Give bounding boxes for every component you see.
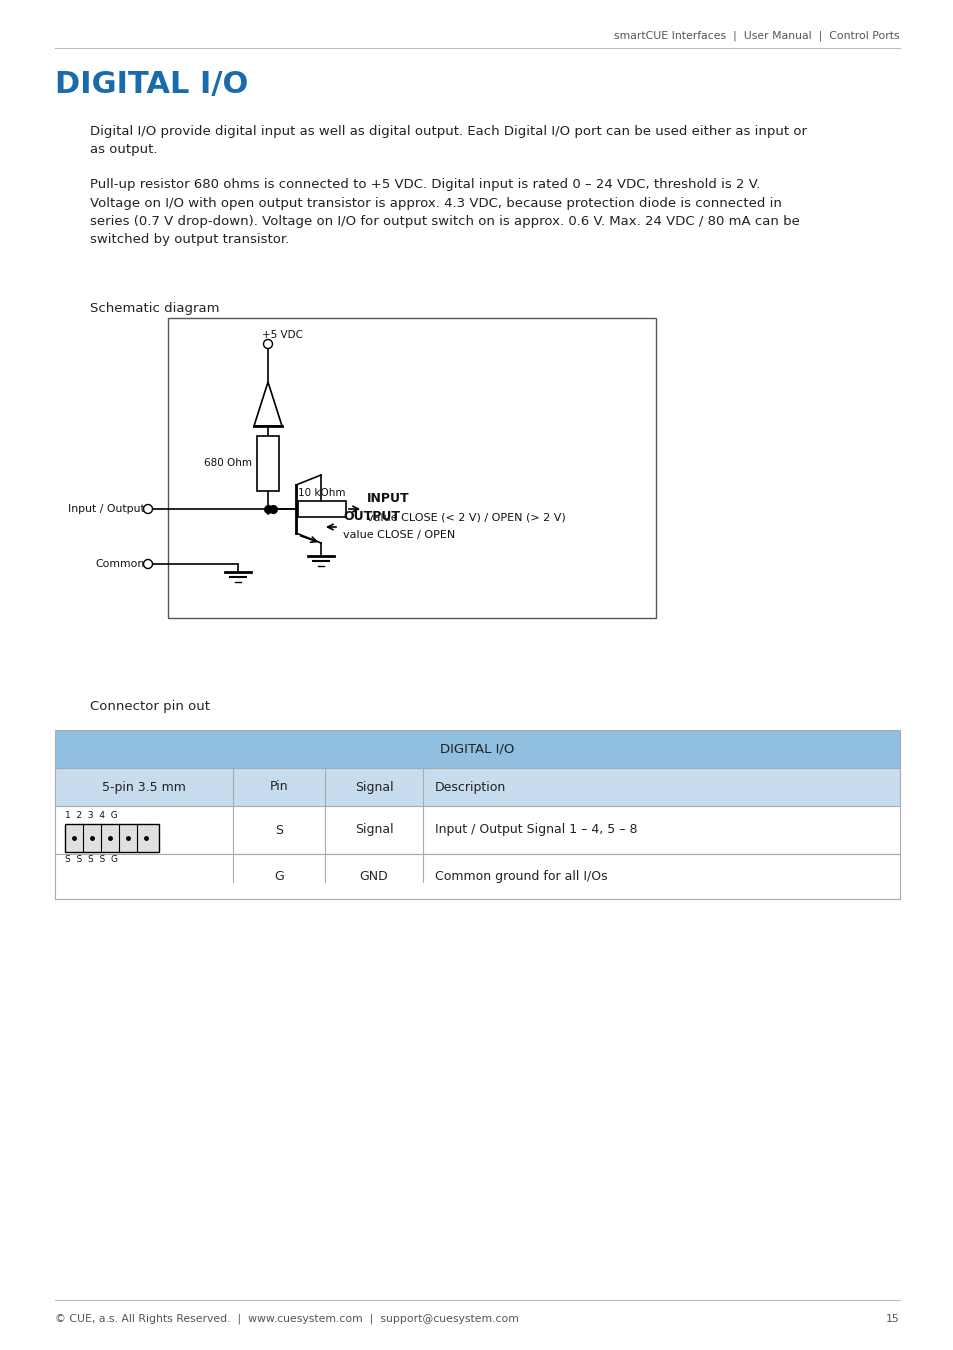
Bar <box>256 436 278 491</box>
Bar <box>55 730 899 768</box>
Text: INPUT: INPUT <box>367 491 409 505</box>
Text: S: S <box>274 824 283 837</box>
Text: DIGITAL I/O: DIGITAL I/O <box>55 70 248 100</box>
Bar <box>55 768 899 806</box>
Text: GND: GND <box>359 869 388 883</box>
Bar <box>55 855 899 899</box>
Text: DIGITAL I/O: DIGITAL I/O <box>440 743 515 756</box>
Text: Signal: Signal <box>355 824 393 837</box>
Text: 5-pin 3.5 mm: 5-pin 3.5 mm <box>102 780 186 794</box>
Text: smartCUE Interfaces  |  User Manual  |  Control Ports: smartCUE Interfaces | User Manual | Cont… <box>614 31 899 42</box>
Text: Input / Output Signal 1 – 4, 5 – 8: Input / Output Signal 1 – 4, 5 – 8 <box>435 824 637 837</box>
Bar <box>55 806 899 855</box>
Text: G: G <box>274 869 284 883</box>
Text: OUTPUT: OUTPUT <box>343 510 399 522</box>
Text: value CLOSE / OPEN: value CLOSE / OPEN <box>343 531 455 540</box>
Text: Signal: Signal <box>355 780 393 794</box>
Text: S  S  S  S  G: S S S S G <box>65 855 118 864</box>
Text: Input / Output: Input / Output <box>69 504 145 514</box>
Text: value CLOSE (< 2 V) / OPEN (> 2 V): value CLOSE (< 2 V) / OPEN (> 2 V) <box>367 512 565 522</box>
Text: Schematic diagram: Schematic diagram <box>90 302 219 315</box>
Text: Digital I/O provide digital input as well as digital output. Each Digital I/O po: Digital I/O provide digital input as wel… <box>90 126 806 157</box>
Text: 15: 15 <box>885 1314 899 1324</box>
Text: Common: Common <box>95 559 145 568</box>
Text: © CUE, a.s. All Rights Reserved.  |  www.cuesystem.com  |  support@cuesystem.com: © CUE, a.s. All Rights Reserved. | www.c… <box>55 1314 518 1324</box>
Text: 1  2  3  4  G: 1 2 3 4 G <box>65 811 117 819</box>
Bar <box>168 319 656 618</box>
Text: Pull-up resistor 680 ohms is connected to +5 VDC. Digital input is rated 0 – 24 : Pull-up resistor 680 ohms is connected t… <box>90 178 799 247</box>
Text: Connector pin out: Connector pin out <box>90 701 210 713</box>
Bar <box>65 824 159 852</box>
Text: 680 Ohm: 680 Ohm <box>204 459 252 468</box>
Text: Description: Description <box>435 780 506 794</box>
Text: Common ground for all I/Os: Common ground for all I/Os <box>435 869 607 883</box>
Bar <box>297 501 346 517</box>
Text: 10 kOhm: 10 kOhm <box>298 487 345 498</box>
Text: Pin: Pin <box>270 780 288 794</box>
Text: +5 VDC: +5 VDC <box>262 329 303 340</box>
